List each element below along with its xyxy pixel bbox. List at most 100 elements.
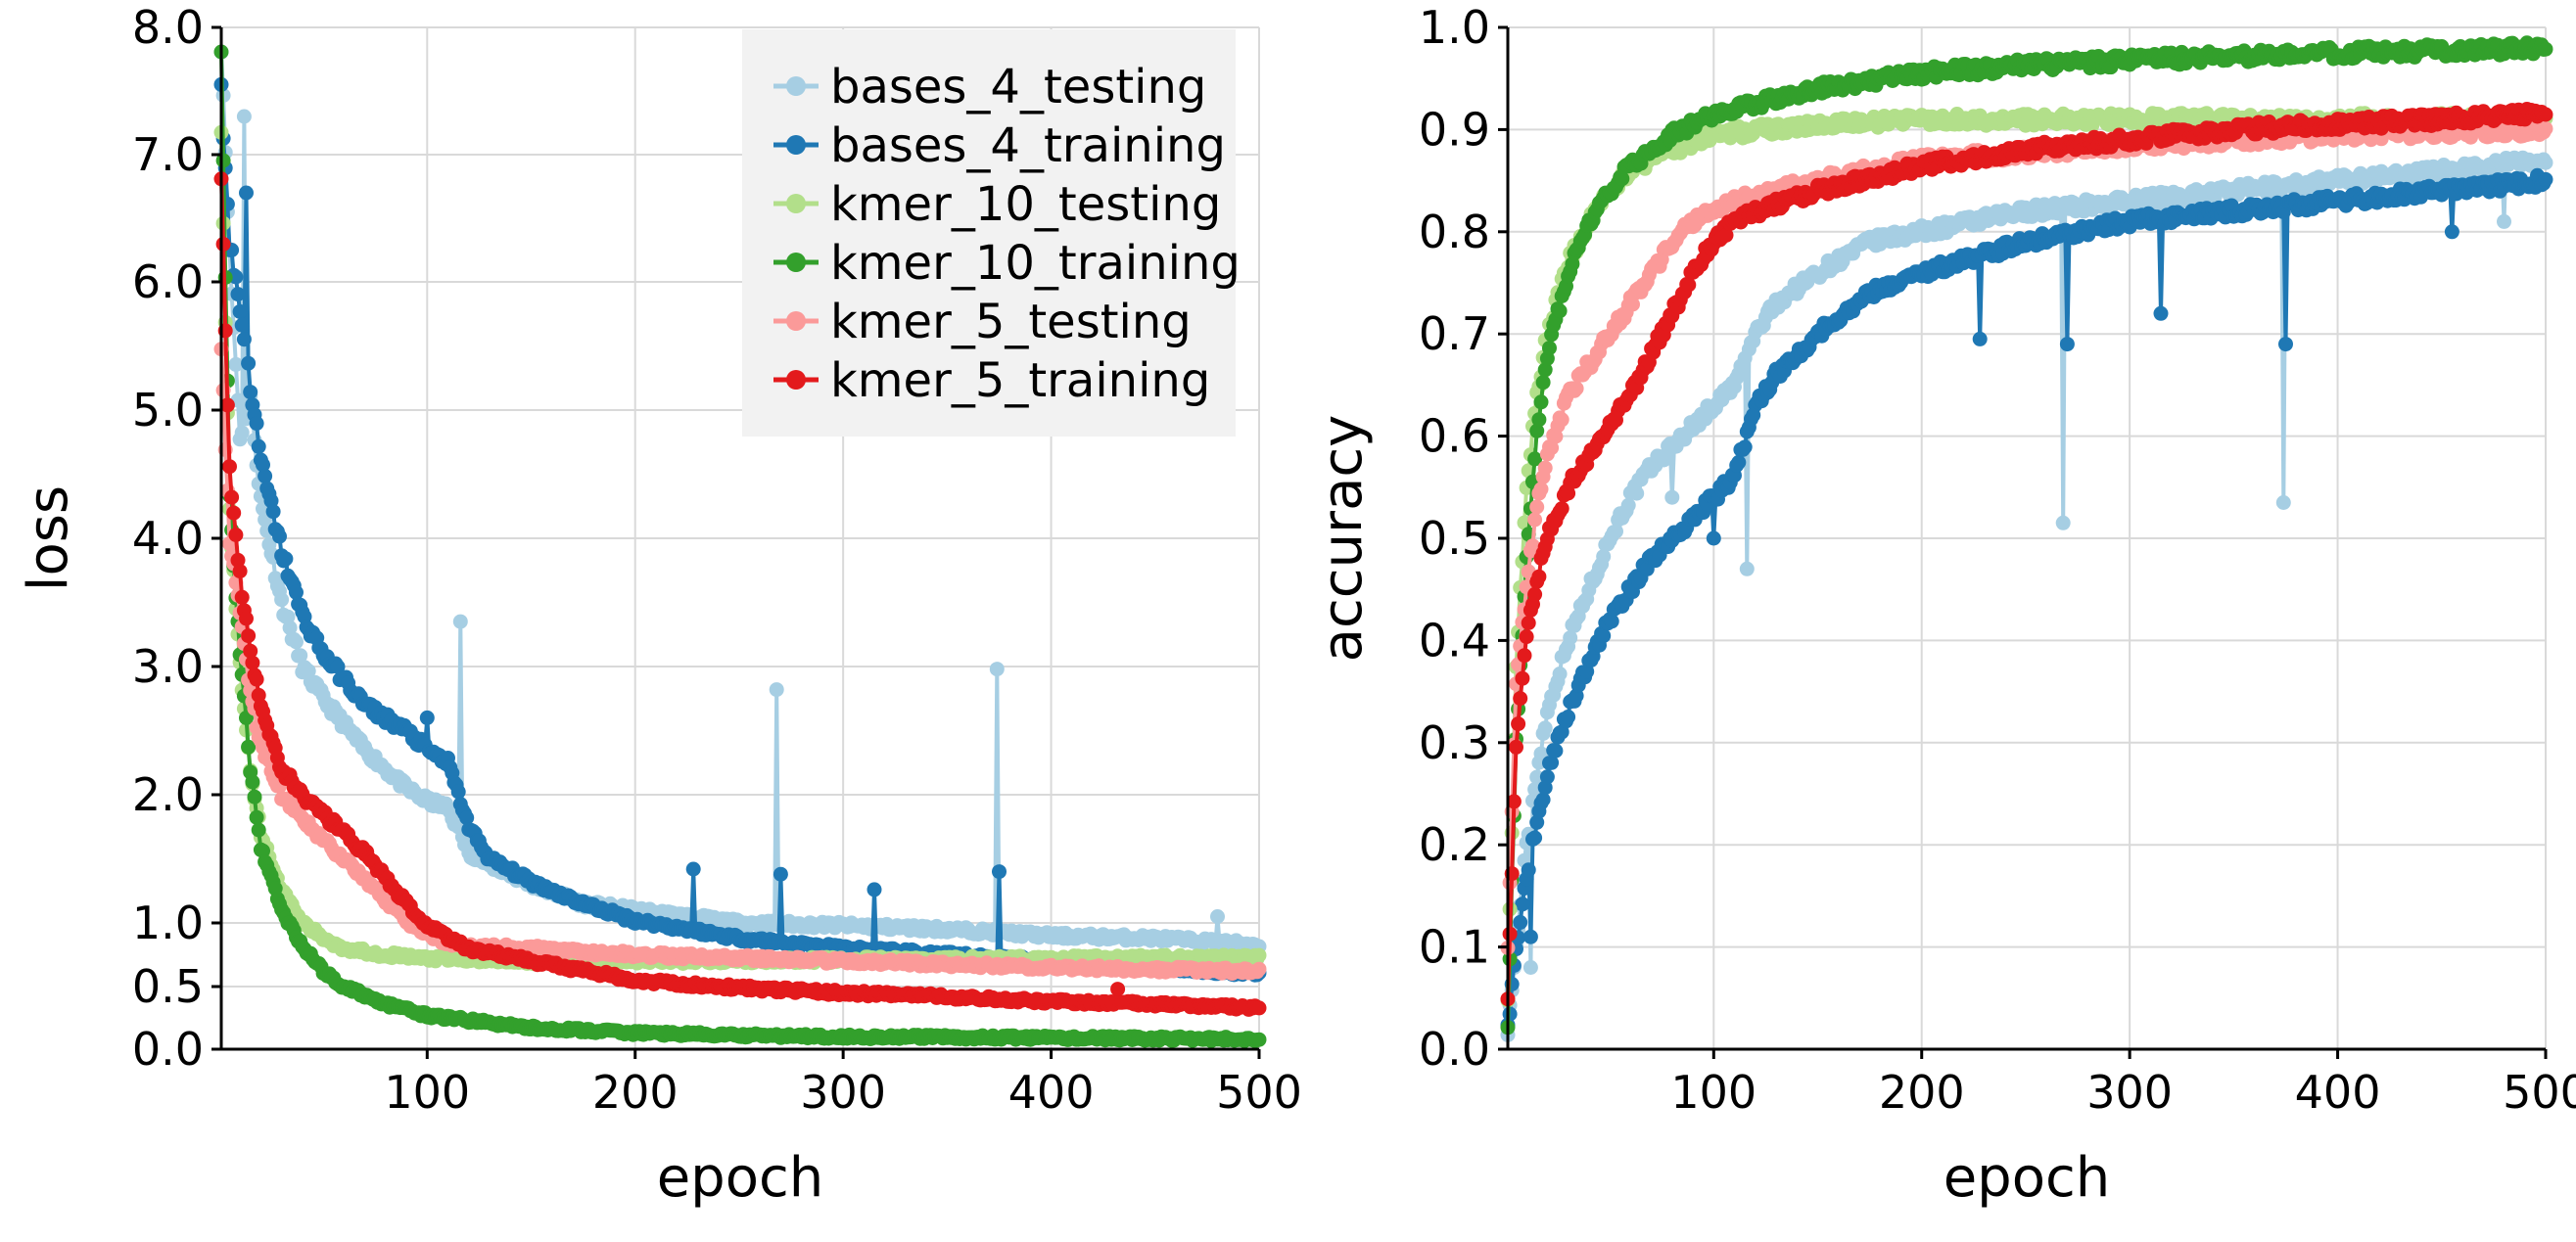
data-point — [282, 620, 298, 635]
data-point — [1537, 720, 1553, 736]
data-point — [452, 614, 468, 629]
data-point — [239, 185, 254, 201]
data-point — [1535, 375, 1551, 391]
data-point — [450, 784, 466, 800]
legend-label: kmer_10_testing — [830, 177, 1221, 232]
y-tick-label: 2.0 — [132, 768, 204, 821]
y-axis-label: loss — [17, 485, 80, 591]
legend-label: kmer_5_testing — [830, 295, 1192, 349]
data-point — [239, 611, 254, 626]
legend-item: kmer_10_training — [773, 236, 1241, 291]
data-point — [1251, 947, 1267, 963]
data-point — [1251, 1032, 1267, 1047]
data-point — [1972, 331, 1988, 346]
legend-label: bases_4_testing — [830, 60, 1206, 115]
data-point — [2275, 495, 2291, 510]
data-point — [245, 774, 260, 790]
data-point — [228, 269, 244, 285]
y-tick-label: 0.5 — [132, 960, 204, 1013]
data-point — [256, 457, 270, 473]
data-point — [685, 861, 701, 877]
data-point — [1210, 909, 1225, 924]
data-point — [224, 489, 240, 505]
data-point — [232, 303, 248, 319]
data-point — [241, 355, 257, 371]
legend-item: kmer_5_testing — [773, 295, 1192, 349]
legend-item: kmer_10_testing — [773, 177, 1221, 232]
series-kmer_5_testing — [213, 342, 1267, 982]
data-point — [1522, 929, 1538, 944]
data-point — [236, 332, 252, 347]
data-point — [1522, 960, 1538, 975]
data-point — [280, 609, 296, 624]
legend-swatch-marker — [786, 370, 806, 390]
series-line — [219, 348, 1261, 976]
data-point — [274, 592, 290, 608]
data-point — [866, 882, 882, 897]
data-point — [2055, 515, 2071, 530]
data-point — [289, 634, 304, 650]
data-point — [1620, 497, 1636, 513]
legend-label: bases_4_training — [830, 118, 1226, 173]
data-point — [232, 564, 248, 579]
data-point — [265, 504, 281, 520]
data-point — [769, 682, 784, 698]
data-point — [251, 822, 266, 838]
data-point — [1561, 710, 1576, 724]
data-point — [289, 584, 304, 600]
data-point — [258, 468, 273, 483]
legend-item: kmer_5_training — [773, 353, 1210, 408]
data-point — [1596, 628, 1612, 644]
data-point — [234, 589, 250, 605]
y-tick-label: 6.0 — [132, 255, 204, 308]
data-point — [234, 317, 250, 333]
data-point — [1739, 561, 1755, 576]
legend-swatch-marker — [786, 76, 806, 96]
data-point — [2538, 155, 2553, 170]
legend-label: kmer_10_training — [830, 236, 1241, 291]
data-point — [243, 385, 258, 400]
data-point — [293, 648, 308, 664]
data-point — [1552, 303, 1568, 319]
data-point — [1542, 341, 1557, 356]
data-point — [230, 287, 246, 302]
data-point — [1539, 769, 1555, 785]
data-point — [215, 236, 231, 252]
x-tick-label: 300 — [800, 1066, 886, 1119]
legend-item: bases_4_testing — [773, 60, 1206, 115]
x-tick-label: 100 — [384, 1066, 470, 1119]
data-point — [249, 416, 264, 432]
y-tick-label: 3.0 — [132, 640, 204, 693]
data-point — [773, 866, 788, 882]
data-point — [1513, 914, 1528, 930]
y-tick-label: 5.0 — [132, 384, 204, 437]
data-point — [1531, 412, 1547, 428]
series-line — [1506, 156, 2548, 1035]
x-tick-label: 400 — [1008, 1066, 1095, 1119]
x-tick-label: 500 — [1216, 1066, 1302, 1119]
y-tick-label: 8.0 — [132, 1, 204, 54]
data-point — [1731, 454, 1747, 470]
data-point — [1548, 743, 1564, 759]
data-point — [249, 671, 264, 687]
data-point — [1737, 439, 1753, 455]
series-line — [1506, 173, 2548, 1026]
x-tick-label: 200 — [592, 1066, 679, 1119]
data-point — [1706, 530, 1721, 546]
data-point — [2153, 305, 2169, 321]
legend-item: bases_4_training — [773, 118, 1226, 173]
data-point — [1110, 982, 1126, 997]
data-point — [2059, 337, 2075, 352]
data-point — [419, 710, 435, 725]
y-tick-label: 7.0 — [132, 128, 204, 181]
data-point — [2444, 224, 2459, 240]
legend-swatch-marker — [786, 253, 806, 272]
data-point — [245, 655, 260, 670]
series-bases_4_testing — [1500, 150, 2553, 1042]
legend-swatch-marker — [786, 194, 806, 213]
data-point — [1629, 485, 1645, 501]
legend-swatch-marker — [786, 311, 806, 331]
